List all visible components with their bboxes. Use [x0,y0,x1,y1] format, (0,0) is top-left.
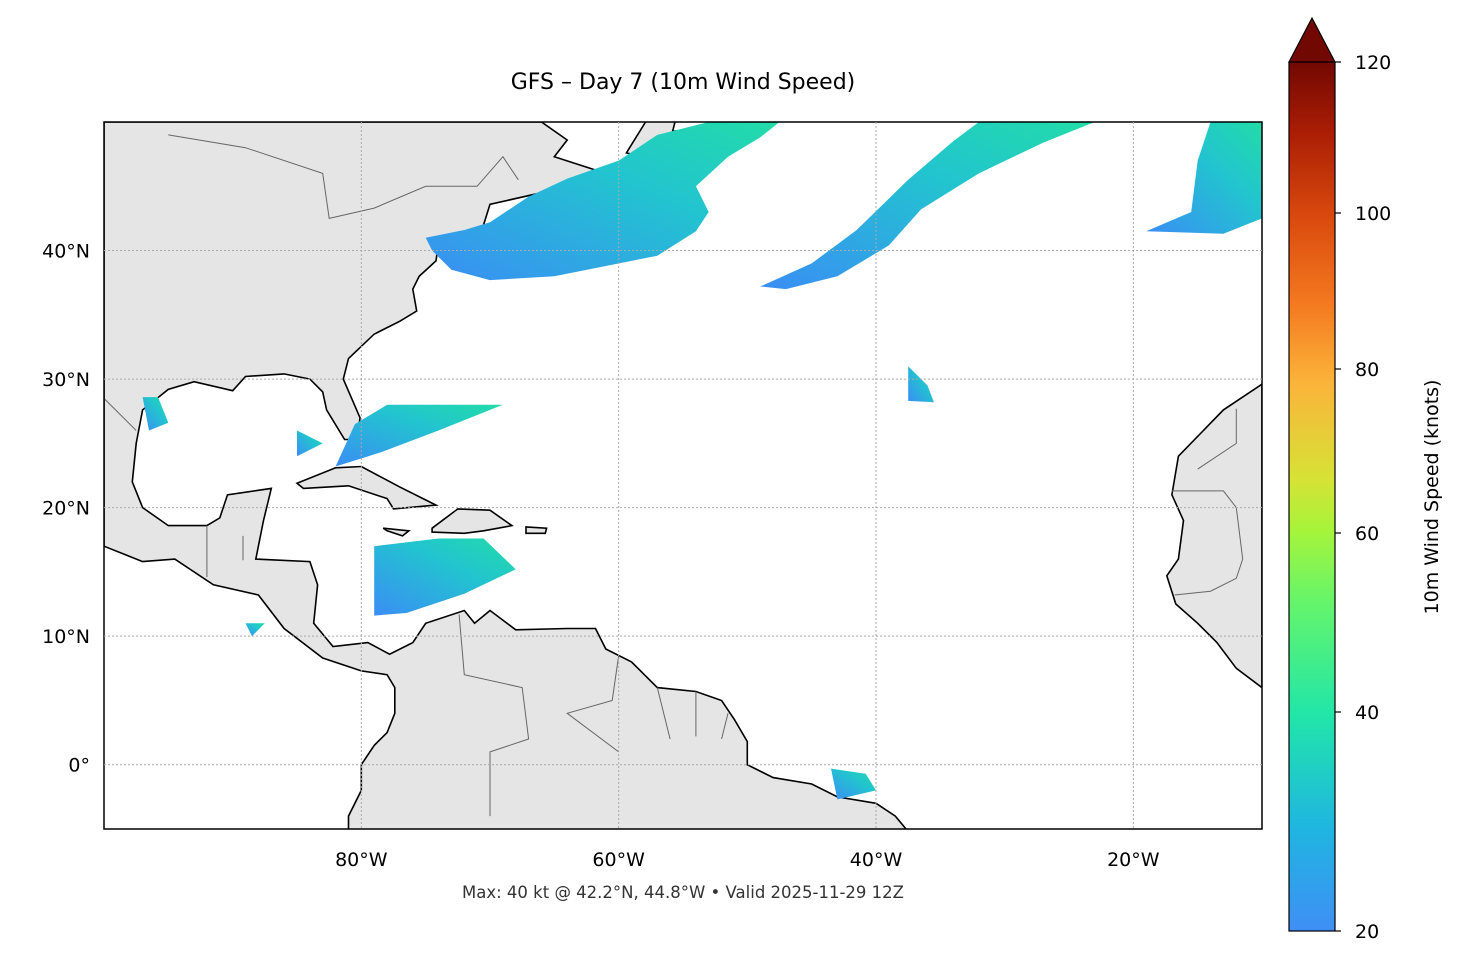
wind-speed-region [142,397,169,431]
landmass-jamaica [382,527,411,537]
wind-speed-region [831,768,876,800]
country-border [1197,408,1237,470]
landmass-puerto-rico [525,526,548,535]
lat-tick-label: 10°N [42,626,90,648]
wind-speed-region [297,430,323,457]
country-border [656,687,671,740]
landmass-africa [1165,383,1262,689]
map-title: GFS – Day 7 (10m Wind Speed) [510,70,856,95]
lon-tick-label: 40°W [850,849,903,871]
colorbar-gradient [1288,61,1336,932]
colorbar-label: 10m Wind Speed (knots) [1421,379,1443,615]
lat-tick-label: 20°N [42,498,90,520]
wind-speed-region [374,538,516,616]
lat-tick-label: 40°N [42,241,90,263]
country-border [168,134,519,220]
lon-tick-label: 60°W [592,849,645,871]
lat-tick-label: 30°N [42,369,90,391]
landmass-hispaniola [431,508,514,535]
country-border [566,655,620,753]
wind-speed-region [908,366,934,403]
wind-speed-region [1146,122,1262,234]
country-border [721,713,729,740]
colorbar-tick-label: 40 [1355,702,1379,724]
colorbar-tick-label: 100 [1355,203,1391,225]
lat-tick-label: 0° [68,755,90,777]
country-border [1171,490,1244,596]
lon-tick-label: 20°W [1107,849,1160,871]
country-border [104,398,137,431]
colorbar: 20 40 60 80 100 120 [1288,16,1391,943]
wind-speed-region [760,122,1095,290]
map-axes: 80°W 60°W 40°W 20°W 40°N 30°N 20°N 10°N 0° [42,122,1262,871]
wind-speed-region [335,404,503,467]
colorbar-tick-label: 80 [1355,359,1379,381]
map-footer-caption: Max: 40 kt @ 42.2°N, 44.8°W • Valid 2025… [462,883,904,902]
wind-speed-region [245,623,265,637]
colorbar-tick-label: 20 [1355,921,1379,943]
colorbar-tick-label: 120 [1355,52,1391,74]
colorbar-extend-arrow [1288,16,1336,63]
landmass-americas [104,122,908,829]
map-area [104,122,1262,829]
landmass-cuba [295,465,439,510]
lon-tick-label: 80°W [335,849,388,871]
map-frame [103,121,1263,830]
country-border [458,614,530,817]
colorbar-tick-label: 60 [1355,523,1379,545]
wind-speed-region [425,122,780,281]
